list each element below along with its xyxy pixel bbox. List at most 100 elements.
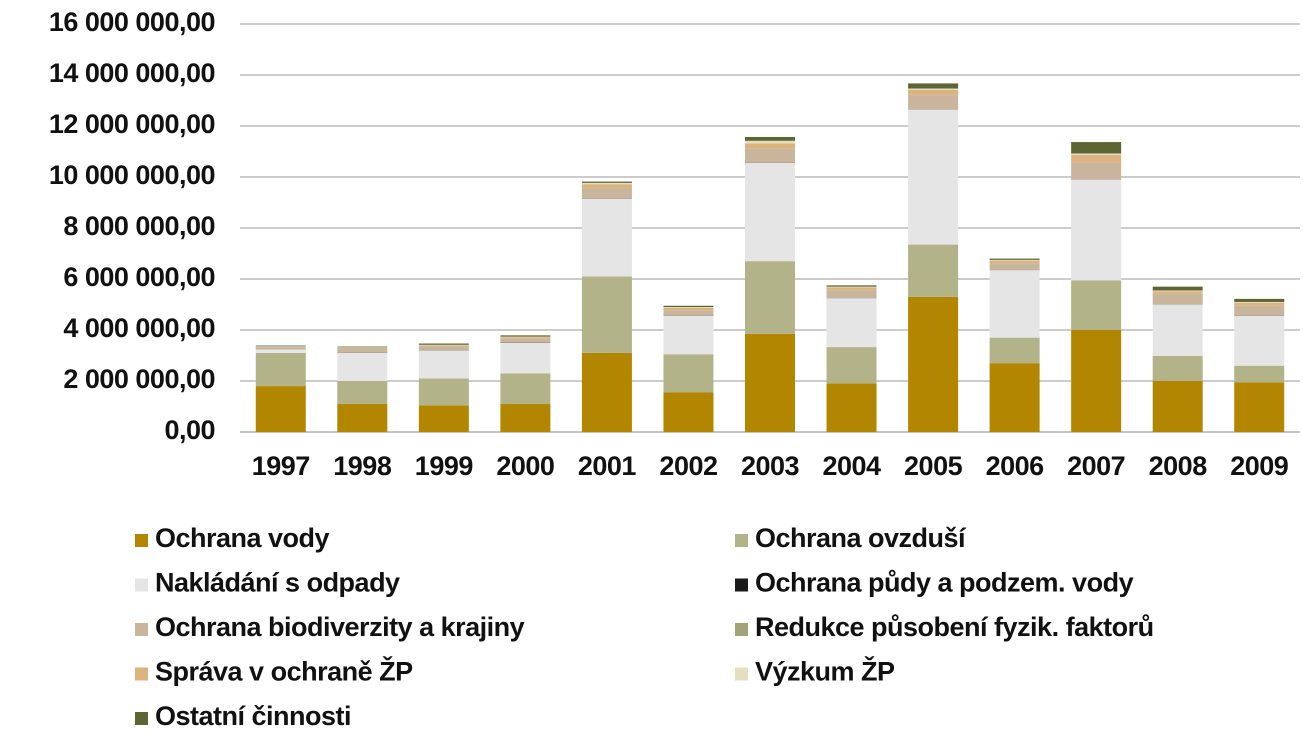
x-tick-label: 2007 <box>1067 451 1125 481</box>
bar-segment <box>1152 290 1203 292</box>
bar-segment <box>418 344 469 346</box>
bar-segment <box>337 347 388 348</box>
bar-segment <box>418 350 469 379</box>
bar-segment <box>745 136 795 141</box>
y-tick-label: 2 000 000,00 <box>63 364 215 394</box>
bar-segment <box>745 162 795 262</box>
bar-segment <box>500 335 551 337</box>
x-tick-label: 2003 <box>741 451 800 481</box>
bar-segment <box>663 392 714 432</box>
bar-segment <box>337 347 388 349</box>
bar-segment <box>663 310 714 316</box>
legend-label: Nakládání s odpady <box>155 568 400 598</box>
bar-segment <box>581 182 632 185</box>
legend-swatch <box>135 623 148 636</box>
bar-segment <box>255 346 306 347</box>
bar-segment <box>418 343 469 345</box>
bar-segment <box>1234 382 1285 432</box>
bar-segment <box>663 307 714 308</box>
bar-segment <box>908 296 959 432</box>
bar-segment <box>500 337 551 339</box>
bar-segment <box>255 386 306 432</box>
bar-segment <box>1071 280 1122 330</box>
bar-segment <box>1071 153 1122 155</box>
bar-segment <box>581 352 632 432</box>
bar-segment <box>500 338 551 343</box>
legend-label: Ochrana půdy a podzem. vody <box>755 568 1134 598</box>
bar-segment <box>989 363 1040 432</box>
bar-segment <box>1071 179 1122 281</box>
bar-segment <box>908 244 959 297</box>
bar-segment <box>1234 301 1285 303</box>
x-tick-label: 1999 <box>415 451 474 481</box>
bar-segment <box>826 383 877 432</box>
x-tick-label: 1998 <box>333 451 392 481</box>
bar-segment <box>581 198 632 277</box>
legend-label: Ochrana biodiverzity a krajiny <box>155 612 525 642</box>
bar-segment <box>908 89 959 95</box>
bar-segment <box>337 403 388 432</box>
bar-segment <box>581 181 632 183</box>
bar-segment <box>745 148 795 163</box>
x-tick-label: 2005 <box>904 451 963 481</box>
legend-swatch <box>735 534 748 547</box>
bar-segment <box>337 381 388 404</box>
y-tick-label: 4 000 000,00 <box>63 313 215 343</box>
bar-segment <box>826 290 877 298</box>
bar-segment <box>418 405 469 432</box>
bar-segment <box>337 346 388 348</box>
bar-segment <box>418 378 469 406</box>
bar-segment <box>255 345 306 347</box>
x-tick-label: 1997 <box>252 451 310 481</box>
y-tick-label: 10 000 000,00 <box>49 160 215 190</box>
bar-segment <box>337 348 388 353</box>
bar-segment <box>418 346 469 351</box>
y-tick-label: 12 000 000,00 <box>49 109 215 139</box>
x-tick-label: 2008 <box>1149 451 1208 481</box>
y-tick-label: 8 000 000,00 <box>63 211 215 241</box>
bar-segment <box>745 140 795 144</box>
x-tick-label: 2006 <box>986 451 1045 481</box>
bar-segment <box>826 347 877 384</box>
bar-segment <box>745 261 795 334</box>
bar-segment <box>1071 154 1122 163</box>
bar-segment <box>1071 162 1122 180</box>
x-tick-label: 2004 <box>822 451 881 481</box>
bar-segment <box>663 315 714 355</box>
bar-segment <box>989 263 1040 270</box>
bar-segment <box>989 258 1040 260</box>
bar-segment <box>663 354 714 393</box>
legend-label: Ostatní činnosti <box>155 701 351 731</box>
bar-segment <box>255 347 306 349</box>
legend-swatch <box>135 712 148 725</box>
bar-segment <box>1071 330 1122 432</box>
bar-segment <box>908 83 959 89</box>
bar-segment <box>1234 315 1285 366</box>
bar-segment <box>255 346 306 348</box>
bar-segment <box>1152 286 1203 291</box>
bar-segment <box>745 333 795 432</box>
bar-segment <box>1152 294 1203 305</box>
bar-segment <box>1234 365 1285 383</box>
bar-segment <box>989 260 1040 264</box>
bar-segment <box>1152 291 1203 294</box>
bar-segment <box>500 373 551 404</box>
bar-segment <box>989 337 1040 364</box>
bar-segment <box>663 307 714 311</box>
legend-label: Redukce působení fyzik. faktorů <box>755 612 1154 642</box>
bar-segment <box>663 305 714 308</box>
legend-swatch <box>735 623 748 636</box>
bar-segment <box>500 336 551 338</box>
x-tick-label: 2001 <box>578 451 637 481</box>
legend-swatch <box>135 534 148 547</box>
bar-segment <box>1152 304 1203 357</box>
bar-segment <box>255 352 306 387</box>
bar-segment <box>908 88 959 90</box>
bar-segment <box>989 259 1040 261</box>
bar-segment <box>337 352 388 381</box>
bar-segment <box>826 286 877 288</box>
bar-segment <box>745 143 795 149</box>
bar-segment <box>581 276 632 353</box>
legend-label: Ochrana vody <box>155 523 330 553</box>
